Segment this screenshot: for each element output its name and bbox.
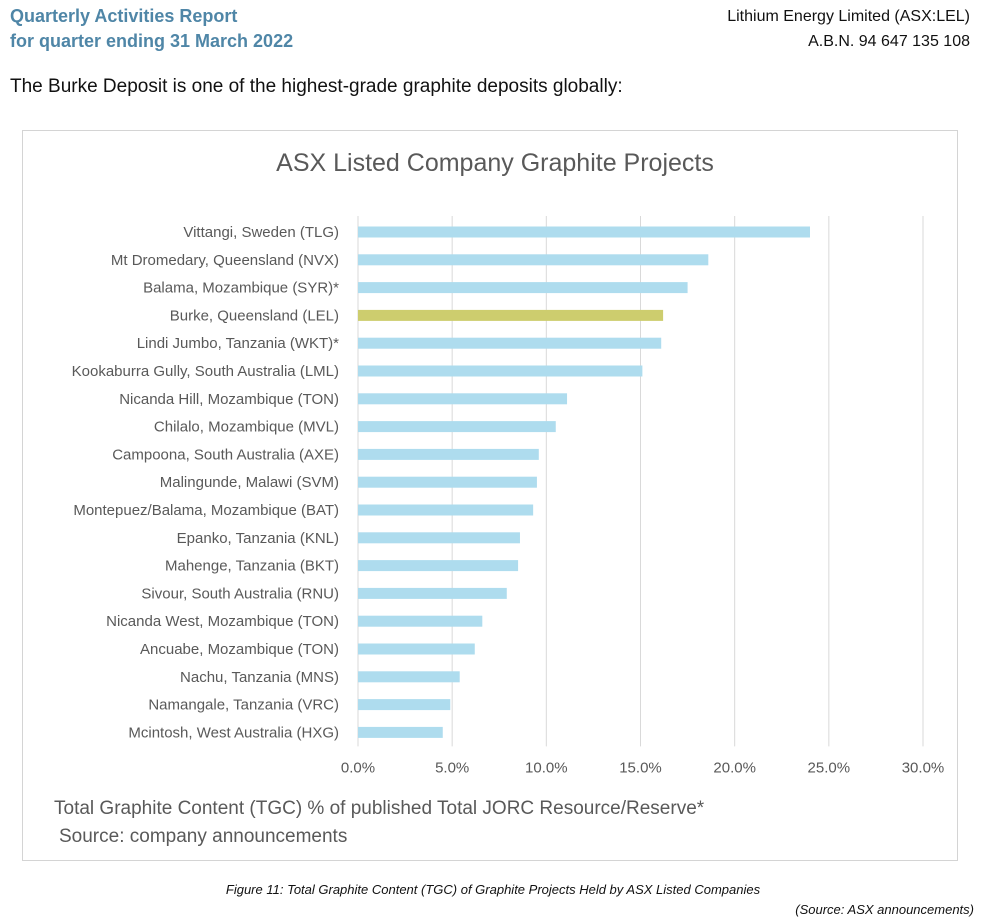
category-labels: Vittangi, Sweden (TLG) Mt Dromedary, Quee… [72,224,340,741]
bar [358,671,460,683]
bar [358,365,643,377]
bar [358,504,534,516]
category-label: Malingunde, Malawi (SVM) [160,474,339,491]
chart-container: ASX Listed Company Graphite Projects Vit… [22,130,958,861]
report-header: Quarterly Activities Report for quarter … [10,4,293,54]
category-label: Mcintosh, West Australia (HXG) [128,724,339,741]
report-period: for quarter ending 31 March 2022 [10,31,294,51]
category-label: Mahenge, Tanzania (BKT) [165,558,339,575]
bar [358,615,483,627]
company-abn: A.B.N. 94 647 135 108 [808,33,970,50]
intro-text: The Burke Deposit is one of the highest-… [10,76,623,97]
x-tick-label: 25.0% [808,759,851,776]
category-label: Sivour, South Australia (RNU) [141,585,339,602]
chart-footnote-measure: Total Graphite Content (TGC) % of publis… [54,798,705,819]
bar [358,421,556,433]
x-tick-label: 30.0% [902,759,945,776]
category-label: Nicanda West, Mozambique (TON) [106,613,339,630]
bar [358,393,568,405]
category-label: Vittangi, Sweden (TLG) [183,224,339,241]
chart-title: ASX Listed Company Graphite Projects [276,149,714,177]
bar [358,254,709,266]
bar [358,532,520,544]
bars [358,226,810,738]
bar [358,726,443,738]
bar [358,587,507,599]
bar [358,448,539,460]
x-tick-label: 5.0% [435,759,469,776]
company-header: Lithium Energy Limited (ASX:LEL) A.B.N. … [727,4,970,54]
x-tick-label: 0.0% [341,759,375,776]
category-label: Montepuez/Balama, Mozambique (BAT) [73,502,339,519]
x-axis-ticks: 0.0% 5.0% 10.0% 15.0% 20.0% 25.0% 30.0% [341,759,944,776]
category-label: Burke, Queensland (LEL) [170,307,339,324]
category-label: Ancuabe, Mozambique (TON) [140,641,339,658]
bar [358,699,451,711]
bar [358,337,662,349]
figure-caption: Figure 11: Total Graphite Content (TGC) … [225,882,761,897]
category-label: Namangale, Tanzania (VRC) [148,697,339,714]
report-title: Quarterly Activities Report [10,6,238,26]
category-label: Mt Dromedary, Queensland (NVX) [111,252,339,269]
bar [358,476,537,488]
graphite-bar-chart: ASX Listed Company Graphite Projects Vit… [54,149,944,847]
bar [358,282,688,294]
category-label: Nicanda Hill, Mozambique (TON) [119,391,339,408]
gridlines [357,216,924,747]
category-label: Balama, Mozambique (SYR)* [143,280,339,297]
x-tick-label: 15.0% [619,759,662,776]
chart-footnote-source: Source: company announcements [59,826,347,847]
company-name: Lithium Energy Limited (ASX:LEL) [727,8,970,25]
category-label: Chilalo, Mozambique (MVL) [154,419,339,436]
category-label: Kookaburra Gully, South Australia (LML) [72,363,339,380]
bar [358,226,810,238]
bar [358,643,475,655]
category-label: Lindi Jumbo, Tanzania (WKT)* [137,335,339,352]
x-tick-label: 10.0% [525,759,568,776]
figure-source: (Source: ASX announcements) [795,902,974,917]
category-label: Epanko, Tanzania (KNL) [177,530,339,547]
bar-highlight [358,309,664,321]
bar [358,560,519,572]
x-tick-label: 20.0% [713,759,756,776]
category-label: Nachu, Tanzania (MNS) [180,669,339,686]
category-label: Campoona, South Australia (AXE) [112,446,339,463]
